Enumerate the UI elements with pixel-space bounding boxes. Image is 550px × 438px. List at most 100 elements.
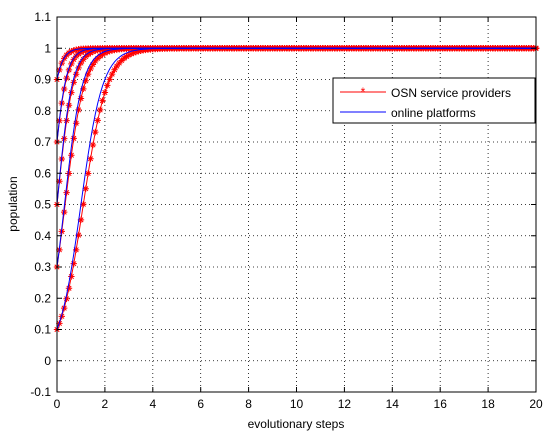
data-point xyxy=(94,55,101,62)
y-tick-label: 0.4 xyxy=(34,229,51,243)
data-point xyxy=(92,128,99,136)
y-tick-label: 0.9 xyxy=(34,73,51,87)
x-tick-label: 2 xyxy=(102,397,109,411)
data-point xyxy=(77,95,85,102)
data-point xyxy=(70,135,77,142)
data-point xyxy=(65,170,73,177)
data-point xyxy=(77,216,85,224)
data-point xyxy=(108,70,116,78)
data-point xyxy=(84,51,92,58)
data-point xyxy=(92,57,99,65)
x-tick-label: 4 xyxy=(149,397,156,411)
y-tick-label: 0.8 xyxy=(34,104,51,118)
data-point xyxy=(72,120,80,127)
y-tick-label: 0.6 xyxy=(34,166,51,180)
axis-ticks: 0 2 4 6 8 10 12 14 16 18 20-0.100.10.20.30.40.50.6… xyxy=(30,10,543,411)
data-point xyxy=(68,60,75,68)
data-point xyxy=(65,102,73,109)
data-point xyxy=(87,155,94,162)
data-point xyxy=(82,53,89,60)
data-point xyxy=(80,201,87,208)
data-point xyxy=(72,71,80,78)
data-point xyxy=(70,260,77,267)
data-point xyxy=(75,106,82,114)
y-tick-label: 0.1 xyxy=(34,323,51,337)
data-point xyxy=(125,51,133,59)
data-point xyxy=(70,79,77,86)
data-point xyxy=(77,59,85,67)
data-point xyxy=(99,97,106,104)
x-tick-label: 6 xyxy=(197,397,204,411)
data-point xyxy=(128,50,135,58)
x-tick-label: 12 xyxy=(338,397,352,411)
x-tick-label: 16 xyxy=(434,397,448,411)
data-point xyxy=(96,106,104,114)
data-point xyxy=(89,141,97,149)
data-point xyxy=(104,82,111,89)
y-axis-label: population xyxy=(6,176,20,231)
x-tick-label: 18 xyxy=(481,397,495,411)
series-1 xyxy=(56,47,536,330)
data-point xyxy=(68,89,75,96)
data-point xyxy=(68,152,75,159)
data-point xyxy=(75,64,82,72)
data-point xyxy=(99,51,106,58)
data-point xyxy=(63,117,70,124)
x-tick-label: 0 xyxy=(54,397,61,411)
data-point xyxy=(123,53,130,60)
x-tick-label: 8 xyxy=(245,397,252,411)
grid-lines xyxy=(57,17,536,392)
x-axis-label: evolutionary steps xyxy=(248,417,345,431)
data-point xyxy=(101,89,109,96)
data-point xyxy=(65,285,73,292)
legend-box xyxy=(332,77,536,124)
data-point xyxy=(111,66,118,73)
y-tick-label: 0.2 xyxy=(34,291,51,305)
data-point xyxy=(82,77,89,84)
legend-label-osn: OSN service providers xyxy=(391,86,511,100)
y-tick-label: 0.7 xyxy=(34,135,51,149)
data-point xyxy=(104,48,111,56)
series-line xyxy=(56,47,536,80)
x-tick-label: 10 xyxy=(290,397,304,411)
data-point xyxy=(80,56,87,63)
x-tick-label: 14 xyxy=(386,397,400,411)
data-point xyxy=(70,56,77,63)
data-point xyxy=(65,66,73,74)
y-tick-label: 1.1 xyxy=(34,10,51,24)
data-point xyxy=(87,65,94,73)
data-point xyxy=(113,62,121,70)
legend: * OSN service providers online platforms xyxy=(332,77,536,124)
data-point xyxy=(77,49,85,56)
x-tick-label: 20 xyxy=(529,397,543,411)
data-point xyxy=(60,208,68,216)
data-point xyxy=(94,117,101,124)
legend-marker-osn: * xyxy=(361,85,366,99)
y-tick-label: -0.1 xyxy=(30,385,51,399)
data-point xyxy=(72,52,80,60)
data-point xyxy=(132,48,140,56)
data-point xyxy=(84,70,92,78)
data-point xyxy=(106,76,113,83)
data-point xyxy=(116,59,123,67)
data-point xyxy=(130,49,137,57)
data-point xyxy=(80,85,87,93)
data-point xyxy=(75,50,82,58)
data-point xyxy=(118,57,125,64)
data-point xyxy=(87,49,94,57)
data-point xyxy=(63,189,70,196)
data-point xyxy=(72,246,80,254)
y-tick-label: 0.5 xyxy=(34,198,51,212)
data-point xyxy=(82,185,89,192)
data-point xyxy=(75,231,82,239)
data-point xyxy=(84,170,92,177)
y-tick-label: 1 xyxy=(44,41,51,55)
legend-label-platforms: online platforms xyxy=(391,106,476,120)
data-point xyxy=(89,61,97,68)
data-point xyxy=(63,295,70,302)
data-point xyxy=(60,304,68,312)
data-point xyxy=(68,273,75,280)
y-tick-label: 0 xyxy=(44,354,51,368)
y-tick-label: 0.3 xyxy=(34,260,51,274)
